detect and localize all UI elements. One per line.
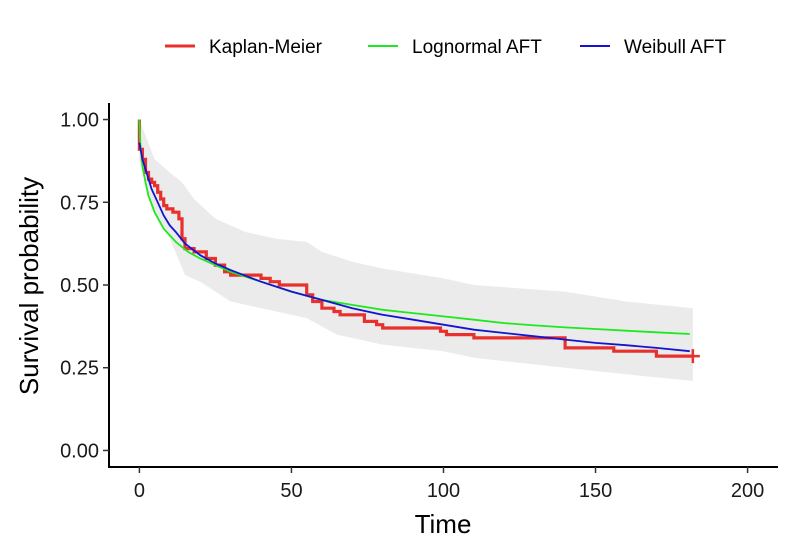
x-tick-label: 0 (134, 480, 145, 502)
legend-item-weibull-aft: Weibull AFT (580, 37, 726, 58)
axes-layer: 0 50 100 150 200 0.00 0.25 0.50 0.75 1.00 (60, 103, 778, 502)
x-tick-label: 50 (280, 480, 302, 502)
y-tick-label: 0.25 (60, 358, 99, 380)
x-tick-label: 150 (579, 480, 612, 502)
y-tick-label: 0.00 (60, 440, 99, 462)
censor-mark (685, 349, 700, 364)
legend-label: Weibull AFT (624, 37, 726, 58)
series-layer (137, 119, 700, 364)
confidence-band-layer (139, 119, 693, 381)
legend-item-kaplan-meier: Kaplan-Meier (165, 37, 323, 58)
x-axis-title: Time (415, 509, 472, 539)
y-tick-label: 0.75 (60, 192, 99, 214)
y-axis-title: Survival probability (14, 177, 44, 395)
y-tick-label: 1.00 (60, 110, 99, 132)
y-tick-label: 0.50 (60, 275, 99, 297)
legend-item-lognormal-aft: Lognormal AFT (368, 37, 542, 58)
confidence-band (139, 119, 693, 381)
x-tick-label: 200 (731, 480, 764, 502)
legend: Kaplan-Meier Lognormal AFT Weibull AFT (165, 37, 726, 58)
legend-label: Lognormal AFT (412, 37, 542, 58)
legend-label: Kaplan-Meier (209, 37, 323, 58)
series-line-weibull-aft (138, 142, 690, 353)
x-tick-label: 100 (427, 480, 460, 502)
